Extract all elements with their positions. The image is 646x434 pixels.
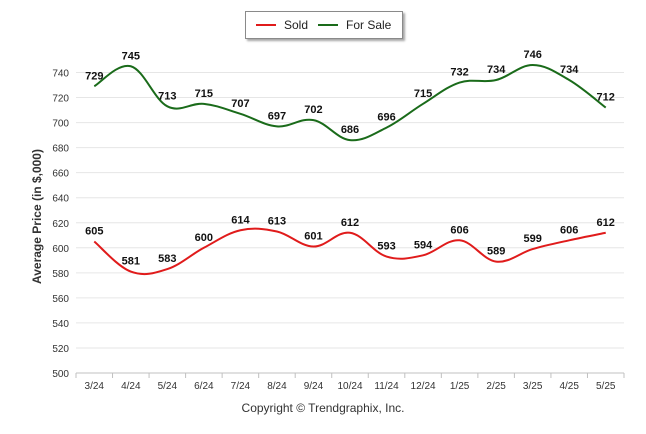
- data-label-sold-12: 599: [523, 233, 541, 245]
- data-label-sold-8: 593: [377, 241, 395, 253]
- legend: Sold For Sale: [245, 11, 403, 39]
- y-tick-label-720: 720: [52, 94, 69, 105]
- x-tick-label-3/25: 3/25: [523, 381, 543, 392]
- data-label-for-sale-13: 734: [560, 64, 579, 76]
- x-tick-label-8/24: 8/24: [267, 381, 287, 392]
- x-tick-label-7/24: 7/24: [231, 381, 251, 392]
- data-label-for-sale-12: 746: [523, 49, 541, 61]
- x-tick-label-5/24: 5/24: [158, 381, 178, 392]
- data-label-sold-0: 605: [85, 226, 103, 238]
- legend-label-sold: Sold: [284, 18, 309, 32]
- x-tick-label-2/25: 2/25: [486, 381, 506, 392]
- legend-swatch-for-sale: [318, 24, 338, 26]
- data-label-for-sale-10: 732: [450, 67, 468, 79]
- data-label-sold-10: 606: [450, 224, 468, 236]
- data-label-sold-4: 614: [231, 214, 250, 226]
- data-label-for-sale-5: 697: [268, 110, 286, 122]
- data-label-sold-6: 601: [304, 231, 322, 243]
- y-tick-label-700: 700: [52, 119, 69, 130]
- data-label-for-sale-1: 745: [122, 50, 140, 62]
- data-label-for-sale-2: 713: [158, 90, 176, 102]
- y-tick-label-560: 560: [52, 294, 69, 305]
- y-tick-label-740: 740: [52, 69, 69, 80]
- x-tick-label-9/24: 9/24: [304, 381, 324, 392]
- legend-swatch-sold: [256, 24, 276, 26]
- x-tick-label-1/25: 1/25: [450, 381, 470, 392]
- data-label-for-sale-9: 715: [414, 88, 432, 100]
- x-tick-label-4/25: 4/25: [559, 381, 579, 392]
- data-label-for-sale-7: 686: [341, 124, 359, 136]
- data-label-sold-3: 600: [195, 232, 213, 244]
- x-tick-label-11/24: 11/24: [374, 381, 399, 392]
- data-label-sold-13: 606: [560, 224, 578, 236]
- data-label-for-sale-11: 734: [487, 64, 506, 76]
- y-tick-label-680: 680: [52, 144, 69, 155]
- data-label-for-sale-4: 707: [231, 98, 249, 110]
- legend-item-for-sale[interactable]: For Sale: [318, 18, 391, 32]
- series-line-sold: [93, 227, 606, 276]
- copyright-text: Copyright © Trendgraphix, Inc.: [241, 401, 405, 415]
- x-tick-label-10/24: 10/24: [337, 381, 362, 392]
- x-tick-label-4/24: 4/24: [121, 381, 141, 392]
- data-label-sold-2: 583: [158, 253, 176, 265]
- y-tick-label-500: 500: [52, 369, 69, 380]
- legend-label-for-sale: For Sale: [346, 18, 392, 32]
- x-tick-label-5/25: 5/25: [596, 381, 616, 392]
- data-label-sold-9: 594: [414, 239, 433, 251]
- data-label-for-sale-3: 715: [195, 88, 213, 100]
- y-tick-label-620: 620: [52, 219, 69, 230]
- x-tick-label-3/24: 3/24: [85, 381, 105, 392]
- data-label-sold-1: 581: [122, 256, 140, 268]
- x-tick-label-6/24: 6/24: [194, 381, 214, 392]
- data-label-for-sale-6: 702: [304, 104, 322, 116]
- y-tick-label-520: 520: [52, 344, 69, 355]
- y-axis-title: Average Price (in $,000): [30, 149, 44, 284]
- y-tick-label-640: 640: [52, 194, 69, 205]
- legend-item-sold[interactable]: Sold: [256, 18, 308, 32]
- y-tick-label-660: 660: [52, 169, 69, 180]
- data-label-sold-14: 612: [597, 217, 615, 229]
- y-tick-label-600: 600: [52, 244, 69, 255]
- data-label-for-sale-0: 729: [85, 70, 103, 82]
- data-label-sold-7: 612: [341, 217, 359, 229]
- series-line-for-sale: [93, 64, 607, 142]
- y-tick-label-580: 580: [52, 269, 69, 280]
- data-label-sold-5: 613: [268, 216, 286, 228]
- data-label-for-sale-8: 696: [377, 112, 395, 124]
- data-label-sold-11: 589: [487, 246, 505, 258]
- y-tick-label-540: 540: [52, 319, 69, 330]
- data-label-for-sale-14: 712: [597, 92, 615, 104]
- x-tick-label-12/24: 12/24: [411, 381, 436, 392]
